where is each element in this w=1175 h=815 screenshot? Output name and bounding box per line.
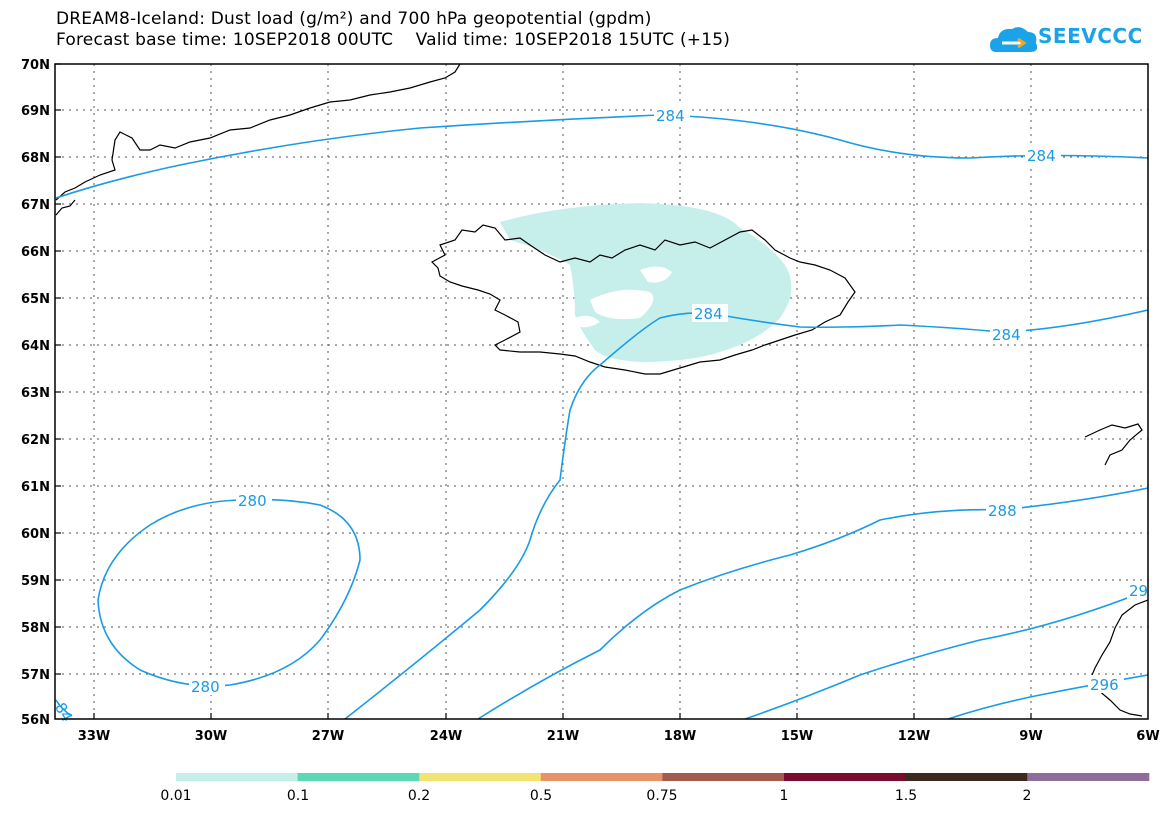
contour-label: 296 — [1090, 676, 1119, 694]
seevccc-cloud-icon — [990, 27, 1038, 52]
greenland-coast — [55, 63, 461, 201]
lat-label: 64N — [21, 339, 50, 354]
seevccc-logo: SEEVCCC — [1038, 24, 1143, 48]
colorbar-label: 0.5 — [530, 788, 552, 804]
colorbar-segment — [176, 773, 299, 781]
colorbar-label: 0.75 — [646, 788, 677, 804]
colorbar-segment — [297, 773, 420, 781]
dust-gap — [575, 315, 600, 328]
colorbar-segment — [905, 773, 1028, 781]
colorbar-label: 1.5 — [895, 788, 917, 804]
colorbar-label: 0.1 — [287, 788, 309, 804]
lat-label: 69N — [21, 104, 50, 119]
contour-280 — [97, 498, 361, 687]
lon-label: 18W — [664, 729, 696, 744]
dust-area — [500, 203, 792, 362]
lat-label: 66N — [21, 245, 50, 260]
contour-label: 284 — [656, 107, 685, 125]
contour-label: 29 — [1129, 582, 1148, 600]
scotland-coast — [1084, 423, 1143, 466]
colorbar-label: 0.2 — [408, 788, 430, 804]
colorbar-label: 2 — [1023, 788, 1032, 804]
map-title-line1: DREAM8-Iceland: Dust load (g/m²) and 700… — [56, 9, 652, 29]
colorbar-label: 0.01 — [160, 788, 191, 804]
lat-label: 70N — [21, 58, 50, 73]
contour-288 — [477, 487, 1149, 720]
contour-label: 284 — [992, 326, 1021, 344]
iceland-coast — [431, 224, 856, 375]
lat-label: 56N — [21, 713, 50, 728]
lat-label: 63N — [21, 386, 50, 401]
lon-label: 21W — [547, 729, 579, 744]
lat-label: 65N — [21, 292, 50, 307]
lat-label: 60N — [21, 527, 50, 542]
colorbar-label: 1 — [780, 788, 789, 804]
lat-label: 61N — [21, 480, 50, 495]
lon-label: 30W — [195, 729, 227, 744]
contour-bottom-left — [55, 699, 73, 717]
map-title-line2: Forecast base time: 10SEP2018 00UTC Vali… — [56, 30, 731, 50]
lat-label: 57N — [21, 668, 50, 683]
lon-label: 27W — [312, 729, 344, 744]
lon-label: 12W — [898, 729, 930, 744]
colorbar-segment — [1027, 773, 1150, 781]
dust-gap — [640, 266, 672, 283]
lon-label: 9W — [1019, 729, 1042, 744]
lat-label: 67N — [21, 198, 50, 213]
contour-label: 280 — [191, 678, 220, 696]
lon-label: 15W — [781, 729, 813, 744]
contour-284-mid — [344, 309, 1149, 720]
contour-292 — [744, 589, 1149, 720]
colorbar-segment — [419, 773, 542, 781]
greenland-coast — [55, 199, 76, 216]
contour-label: 288 — [988, 502, 1017, 520]
lat-label: 58N — [21, 621, 50, 636]
contour-label: 280 — [238, 492, 267, 510]
lat-label: 62N — [21, 433, 50, 448]
colorbar-segment — [662, 773, 785, 781]
dust-gap — [590, 289, 654, 320]
colorbar-segment — [540, 773, 663, 781]
lat-label: 59N — [21, 574, 50, 589]
colorbar-segment — [784, 773, 907, 781]
contour-284-north — [55, 114, 1149, 199]
scotland-coast — [1089, 599, 1149, 717]
lon-label: 6W — [1136, 729, 1159, 744]
contour-label: 284 — [694, 305, 723, 323]
contour-label: 284 — [1027, 147, 1056, 165]
lon-label: 33W — [78, 729, 110, 744]
colorbar — [176, 773, 1150, 781]
lon-label: 24W — [430, 729, 462, 744]
lat-label: 68N — [21, 151, 50, 166]
